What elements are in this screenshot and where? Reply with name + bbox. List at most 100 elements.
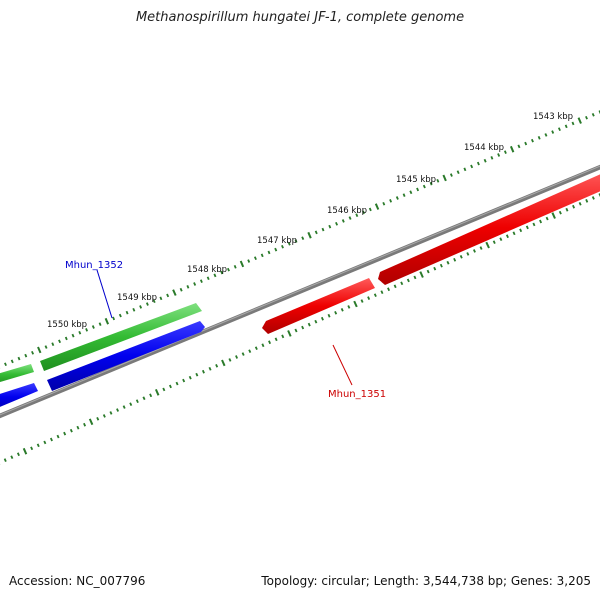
gene-label-mhun-1352: Mhun_1352 [65,260,123,271]
minor-tick [186,285,190,289]
minor-tick [162,387,166,392]
major-tick [374,203,380,210]
minor-tick [472,249,476,253]
major-tick [88,418,94,426]
minor-tick [215,364,219,368]
minor-tick [497,153,501,157]
minor-tick [287,242,291,246]
minor-tick [168,384,172,389]
minor-tick [557,127,561,132]
major-tick [419,271,424,278]
minor-tick [348,216,352,220]
minor-tick [572,204,576,209]
gene-label-mhun-1351: Mhun_1351 [328,389,386,400]
minor-tick [228,358,232,362]
minor-tick [44,345,48,349]
minor-tick [175,381,179,386]
minor-tick [260,253,264,258]
major-tick [154,388,160,396]
minor-tick [519,228,523,233]
minor-tick [532,222,536,227]
minor-tick [373,293,377,297]
minor-tick [328,224,332,229]
minor-tick [565,207,569,212]
minor-tick [429,181,433,186]
minor-tick [380,290,384,295]
minor-tick [539,219,543,224]
minor-tick [301,325,305,330]
minor-tick [253,256,257,261]
minor-tick [426,269,430,274]
minor-tick [17,356,21,361]
minor-tick [51,342,55,347]
minor-tick [142,396,146,401]
minor-tick [558,210,562,215]
minor-tick [159,296,163,301]
minor-tick [118,313,122,318]
minor-tick [206,276,210,281]
minor-tick [551,130,555,134]
minor-tick [241,352,245,356]
minor-tick [64,336,68,341]
minor-tick [525,225,529,230]
minor-tick [179,287,183,292]
minor-tick [125,310,129,315]
minor-tick [545,216,549,221]
minor-tick [537,135,541,140]
minor-tick [248,349,252,353]
minor-tick [439,263,443,268]
minor-tick [341,219,345,223]
minor-tick [85,328,89,332]
major-tick [172,289,177,296]
minor-tick [368,207,372,212]
minor-tick [116,408,120,412]
minor-tick [294,239,298,243]
minor-tick [571,121,575,126]
minor-tick [208,366,212,371]
minor-tick [294,328,298,333]
minor-tick [459,255,463,259]
major-tick [509,145,515,153]
minor-tick [382,201,386,206]
minor-tick [367,296,371,300]
minor-tick [76,425,80,430]
minor-tick [166,293,170,298]
major-tick [307,231,312,239]
minor-tick [466,252,470,256]
minor-tick [446,260,450,265]
scale-label: 1548 kbp [187,265,227,275]
minor-tick [483,158,487,163]
gene-feature-green-left [0,364,34,383]
gene-track-red [262,174,600,334]
minor-tick [400,281,404,286]
minor-tick [422,184,426,189]
minor-tick [476,161,480,166]
minor-tick [3,458,7,462]
minor-tick [267,250,271,255]
minor-tick [83,422,87,427]
minor-tick [433,266,437,271]
minor-tick [362,210,366,215]
minor-tick [505,234,509,239]
minor-tick [112,316,116,321]
minor-tick [395,196,399,200]
minor-tick [69,428,73,433]
minor-tick [274,247,278,252]
minor-tick [347,305,351,309]
scale-label: 1545 kbp [396,175,436,185]
minor-tick [281,244,284,249]
minor-tick [268,340,272,345]
minor-tick [327,313,331,318]
accession-text: Accession: NC_007796 [9,574,146,588]
major-tick [22,447,28,455]
gene-feature-mhun-1351 [262,278,375,334]
scale-label: 1543 kbp [533,112,573,122]
minor-tick [91,325,95,329]
minor-tick [301,236,305,240]
major-tick [577,117,582,124]
minor-tick [578,202,582,206]
minor-tick [591,196,595,200]
minor-tick [453,257,457,262]
minor-tick [213,273,217,278]
